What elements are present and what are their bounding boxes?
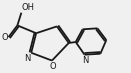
Text: N: N bbox=[24, 54, 30, 63]
Text: O: O bbox=[1, 33, 8, 42]
Text: O: O bbox=[49, 62, 56, 71]
Text: OH: OH bbox=[22, 3, 35, 12]
Text: N: N bbox=[82, 56, 88, 65]
